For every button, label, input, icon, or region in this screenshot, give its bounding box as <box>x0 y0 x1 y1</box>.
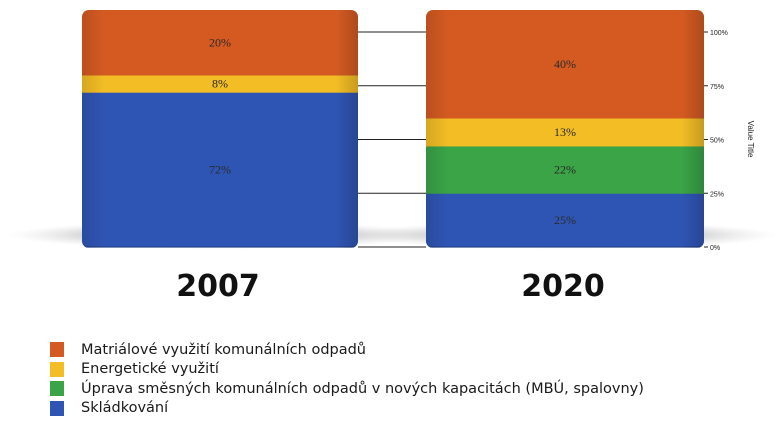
legend: Matriálové využití komunálních odpadů En… <box>50 340 644 418</box>
legend-swatch <box>50 381 64 397</box>
legend-swatch <box>50 400 64 416</box>
bar-base <box>82 246 358 248</box>
legend-item-energy: Energetické využití <box>50 360 644 380</box>
legend-swatch <box>50 342 64 358</box>
bar-2007 <box>82 10 358 248</box>
category-label: 2020 <box>521 269 605 304</box>
legend-label: Skládkování <box>81 400 169 417</box>
bar-base <box>426 246 704 248</box>
legend-label: Energetické využití <box>81 361 219 378</box>
bar-sheen <box>426 10 704 248</box>
legend-label: Matriálové využití komunálních odpadů <box>81 341 367 358</box>
legend-item-processing: Úprava směsných komunálních odpadů v nov… <box>50 379 644 399</box>
y-tick-label: 25% <box>710 191 724 198</box>
legend-item-landfill: Skládkování <box>50 399 644 419</box>
legend-swatch <box>50 361 64 377</box>
data-label: 72% <box>209 163 231 177</box>
y-tick-label: 100% <box>710 30 728 37</box>
y-axis-title: Value Title <box>746 121 755 158</box>
legend-label: Úprava směsných komunálních odpadů v nov… <box>81 380 644 397</box>
data-label: 13% <box>554 125 576 139</box>
y-tick-label: 75% <box>710 84 724 91</box>
data-label: 8% <box>212 77 228 91</box>
bar-sheen <box>82 10 358 248</box>
legend-item-material: Matriálové využití komunálních odpadů <box>50 340 644 360</box>
data-label: 22% <box>554 163 576 177</box>
category-label: 2007 <box>176 269 260 304</box>
bar-2020 <box>426 10 704 248</box>
data-label: 20% <box>209 36 231 50</box>
y-tick-label: 50% <box>710 138 724 145</box>
data-label: 40% <box>554 57 576 71</box>
y-tick-label: 0% <box>710 245 720 252</box>
data-label: 25% <box>554 213 576 227</box>
